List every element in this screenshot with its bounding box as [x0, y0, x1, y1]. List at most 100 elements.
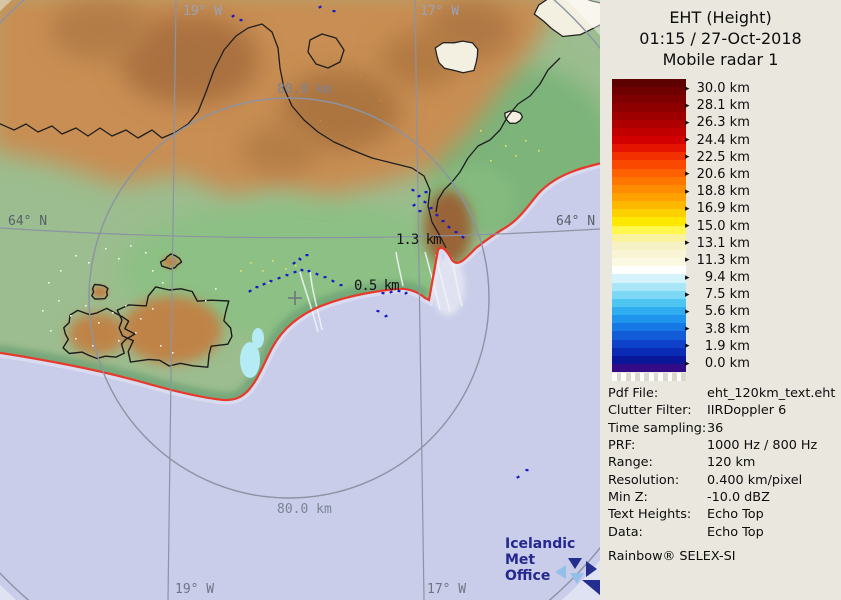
parameter-label: Min Z:: [608, 490, 648, 506]
parameter-value: IIRDoppler 6: [707, 403, 787, 419]
color-band: [612, 135, 686, 145]
parameter-value: Echo Top: [707, 524, 764, 540]
grid-label: 17° W: [420, 4, 460, 19]
logo-line1: Icelandic Met: [505, 536, 576, 568]
tick-arrow-icon: ▸: [685, 135, 690, 146]
scale-tick-label: ▸ 22.5 km: [685, 149, 750, 165]
color-band: [612, 79, 686, 88]
scale-tick-label: ▸ 3.8 km: [685, 321, 750, 337]
parameter-value: 120 km: [707, 455, 756, 471]
tick-arrow-icon: ▸: [685, 83, 690, 94]
scale-tick-label: ▸ 30.0 km: [685, 81, 750, 96]
color-band: [612, 241, 686, 250]
color-band: [612, 306, 686, 316]
parameter-label: Resolution:: [608, 472, 680, 488]
color-band: [612, 160, 686, 169]
color-band: [612, 176, 686, 185]
scale-tick-label: ▸ 20.6 km: [685, 166, 750, 182]
elevation-contours: [0, 23, 561, 249]
radar-map: 19° W 17° W 64° N 64° N 19° W 17° W 80.0 km 80.…: [0, 0, 600, 600]
grid-label: 80.0 km: [277, 82, 332, 97]
color-band: [612, 144, 686, 153]
color-band: [612, 290, 686, 299]
highland-speckles: [230, 75, 442, 152]
scale-tick-label: ▸ 5.6 km: [685, 304, 750, 320]
met-office-triangles-icon: [555, 558, 600, 596]
meridian-17w: [414, 0, 425, 600]
radar-echoes: [231, 5, 529, 479]
color-band: [612, 201, 686, 210]
logo-line2: Office: [505, 568, 551, 584]
product-title: EHT (Height) 01:15 / 27-Oct-2018 Mobile ra…: [600, 7, 841, 70]
tick-arrow-icon: ▸: [685, 152, 690, 163]
color-band: [612, 258, 686, 267]
echo-height-annotation: 1.3 km: [396, 232, 442, 248]
color-band: [612, 331, 686, 340]
color-band: [612, 111, 686, 120]
parameter-label: Clutter Filter:: [608, 403, 692, 419]
color-band: [612, 233, 686, 242]
scale-tick-label: ▸ 7.5 km: [685, 287, 750, 303]
parameter-value: Echo Top: [707, 507, 764, 523]
color-band: [612, 103, 686, 112]
parameter-row: Resolution: 0.400 km/pixel: [608, 472, 838, 489]
terrain-map-image: [0, 0, 600, 600]
grid-label: 80.0 km: [277, 502, 332, 517]
coastline: [0, 162, 600, 402]
tick-arrow-icon: ▸: [685, 272, 690, 283]
parameter-value: eht_120km_text.eht: [707, 386, 836, 401]
graticule: [0, 0, 600, 600]
software-name: Rainbow® SELEX-SI: [608, 549, 736, 564]
range-rings: [0, 0, 600, 600]
parameter-label: Text Heights:: [608, 507, 692, 523]
radar-info-panel: EHT (Height) 01:15 / 27-Oct-2018 Mobile ra…: [600, 0, 841, 600]
parallel-64n: [0, 227, 600, 239]
parameter-row: Text Heights: Echo Top: [608, 506, 838, 523]
color-band: [612, 127, 686, 136]
color-band: [612, 315, 686, 324]
terrain-speckles: [240, 130, 540, 284]
tick-arrow-icon: ▸: [685, 358, 690, 369]
color-band: [612, 192, 686, 202]
parameter-row: Pdf File: eht_120km_text.eht: [608, 385, 838, 402]
parameter-row: PRF: 1000 Hz / 800 Hz: [608, 437, 838, 454]
color-band: [612, 323, 686, 332]
colorbar-end-checker: [612, 373, 686, 381]
scale-tick-label: ▸ 24.4 km: [685, 132, 750, 148]
color-band: [612, 119, 686, 128]
snow-speckles: [42, 245, 217, 354]
scale-tick-label: ▸ 0.0 km: [685, 356, 750, 372]
grid-label: 64° N: [8, 214, 48, 229]
parameter-value: 36: [707, 420, 724, 436]
color-band: [612, 95, 686, 104]
coastal-lagoon: [240, 342, 260, 378]
meridian-19w: [167, 0, 177, 600]
parameter-value: 0.400 km/pixel: [707, 472, 803, 488]
color-band: [612, 282, 686, 291]
color-band: [612, 168, 686, 177]
title-line: EHT (Height): [669, 8, 772, 27]
scale-tick-label: ▸ 26.3 km: [685, 115, 750, 131]
mountain-outlines: [62, 253, 233, 368]
grid-label: 19° W: [175, 582, 215, 597]
scale-tick-label: ▸ 16.9 km: [685, 201, 750, 217]
parameter-label: Time sampling:: [608, 420, 707, 436]
height-color-scale: [612, 79, 686, 373]
scale-tick-label: ▸ 11.3 km: [685, 252, 750, 268]
color-band: [612, 152, 686, 161]
parameter-label: Range:: [608, 455, 653, 471]
tick-arrow-icon: ▸: [685, 306, 690, 317]
grid-label: 19° W: [183, 4, 223, 19]
color-band: [612, 363, 686, 373]
color-band: [612, 355, 686, 364]
color-band: [612, 266, 686, 275]
tick-arrow-icon: ▸: [685, 289, 690, 300]
parameter-row: Range: 120 km: [608, 454, 838, 471]
grid-label: 64° N: [556, 214, 596, 229]
scale-tick-label: ▸ 13.1 km: [685, 235, 750, 251]
scale-tick-label: ▸ 28.1 km: [685, 98, 750, 114]
title-line: 01:15 / 27-Oct-2018: [639, 29, 802, 48]
color-band: [612, 184, 686, 193]
tick-arrow-icon: ▸: [685, 255, 690, 266]
tick-arrow-icon: ▸: [685, 238, 690, 249]
